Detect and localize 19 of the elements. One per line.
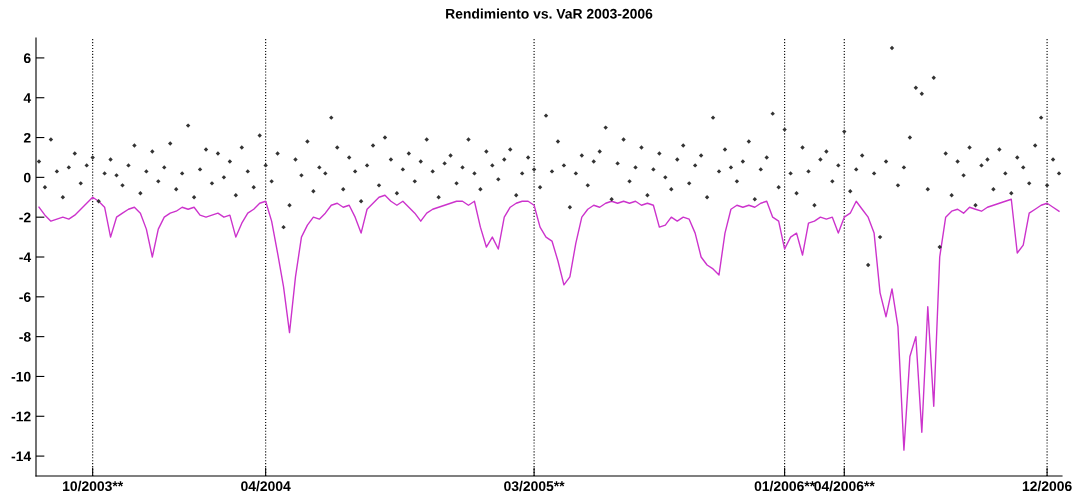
x-tick-label: 03/2005** bbox=[504, 480, 565, 492]
y-tick-label: -6 bbox=[19, 292, 31, 302]
y-tick-label: 4 bbox=[23, 93, 32, 103]
x-tick-label: 01/2006** bbox=[754, 480, 816, 492]
y-tick-label: 0 bbox=[23, 172, 31, 183]
y-tick-label: -8 bbox=[19, 331, 31, 342]
x-tick-label: 10/2003** bbox=[63, 480, 124, 492]
y-tick-label: -14 bbox=[11, 451, 32, 462]
line-series bbox=[38, 194, 1060, 451]
y-tick-label: 6 bbox=[23, 53, 31, 64]
x-tick-label: 04/2006** bbox=[814, 480, 875, 492]
y-tick-label: 2 bbox=[23, 132, 31, 143]
y-tick-label: -2 bbox=[19, 212, 31, 223]
x-tick-label: 12/2006 bbox=[1022, 480, 1072, 492]
x-tick-label: 04/2004 bbox=[241, 480, 291, 492]
chart-title: Rendimiento vs. VaR 2003-2006 bbox=[446, 8, 653, 19]
y-tick-label: -12 bbox=[11, 411, 31, 422]
y-tick-label: -10 bbox=[11, 371, 31, 382]
y-tick-label: -4 bbox=[19, 252, 32, 263]
